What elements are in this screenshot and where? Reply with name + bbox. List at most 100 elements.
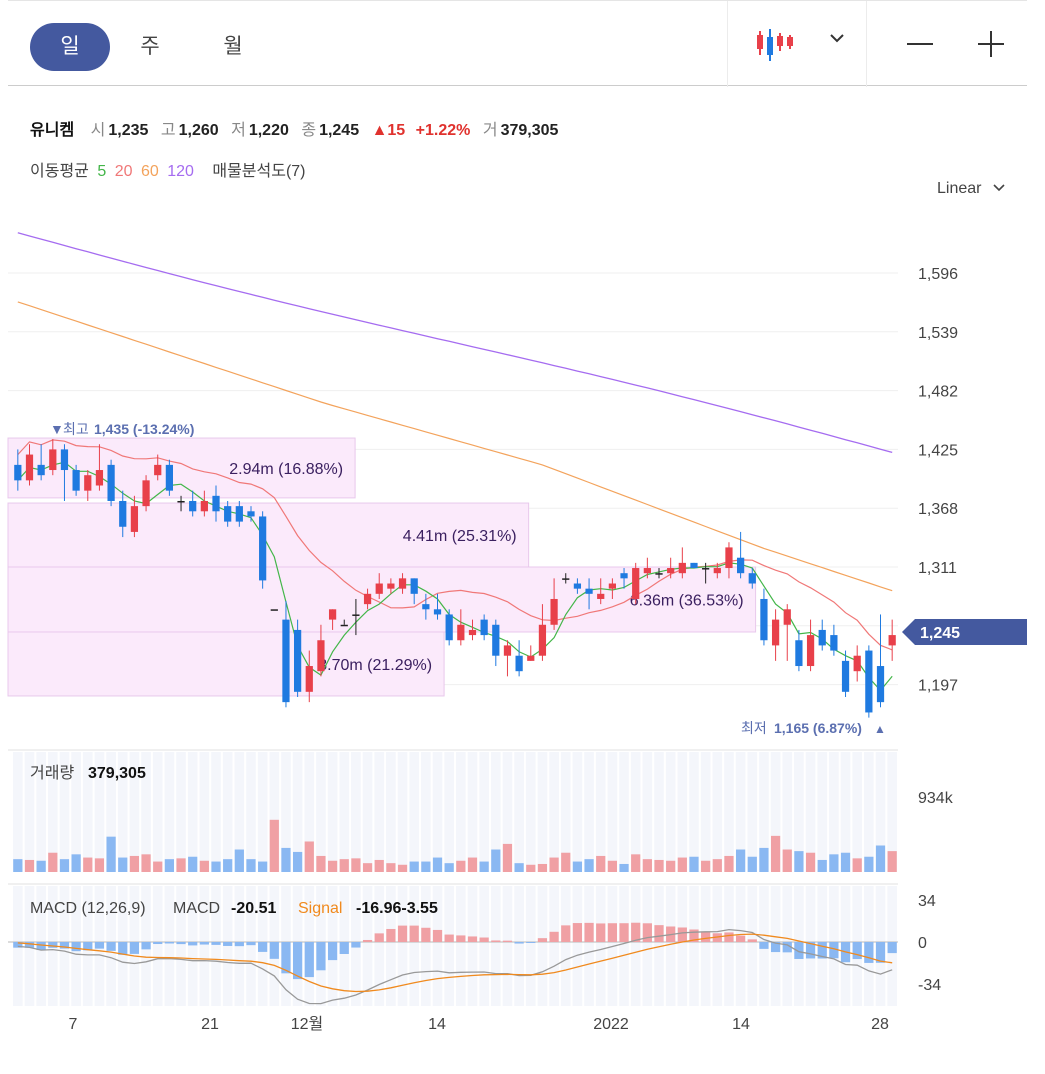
macd-column-bg <box>467 886 478 1006</box>
macd-column-bg <box>525 886 536 1006</box>
volume-column-bg <box>292 752 303 872</box>
volume-bar <box>829 854 839 872</box>
macd-column-bg <box>479 886 489 1006</box>
chart-toolbar: 일 주 월 <box>8 0 1027 87</box>
volume-bar <box>386 863 396 872</box>
macd-histogram-bar <box>316 942 326 971</box>
volume-bar <box>736 849 746 872</box>
macd-column-bg <box>386 886 396 1006</box>
macd-panel-label: MACD (12,26,9) <box>30 900 146 917</box>
open-label: 시 <box>90 122 106 139</box>
macd-histogram-bar <box>829 942 839 959</box>
candle-body <box>433 609 442 615</box>
chevron-down-icon[interactable] <box>828 29 846 47</box>
candle-body <box>573 583 582 589</box>
candle-body <box>737 557 745 574</box>
macd-histogram-bar <box>199 942 209 945</box>
macd-column-bg <box>456 886 466 1006</box>
macd-histogram-bar <box>211 942 221 945</box>
candlestick-icon[interactable] <box>756 27 796 63</box>
macd-histogram-bar <box>421 927 431 942</box>
volume-bar <box>281 847 291 872</box>
low-label: 저 <box>231 122 246 139</box>
volume-bar <box>269 819 279 872</box>
volume-column-bg <box>467 752 478 872</box>
volume-bar <box>397 864 408 872</box>
change-up-icon: ▲ <box>371 122 388 139</box>
volume-bar <box>153 861 163 872</box>
ma-label: 이동평균 <box>30 163 89 180</box>
macd-histogram-bar <box>817 942 827 959</box>
candle-body <box>830 635 838 651</box>
volume-bar <box>141 854 151 872</box>
volume-column-bg <box>549 752 559 872</box>
volume-bar <box>59 859 70 872</box>
volume-column-bg <box>281 752 291 872</box>
macd-histogram-bar <box>456 935 466 942</box>
macd-histogram-bar <box>736 935 746 942</box>
macd-histogram-bar <box>293 942 303 980</box>
moving-average-legend[interactable]: 이동평균 5 20 60 120 매물분석도(7) <box>30 157 310 181</box>
period-tab-month[interactable]: 월 <box>223 35 243 58</box>
candle-body <box>212 495 220 512</box>
candle-body <box>49 449 57 471</box>
candle-body <box>387 583 395 589</box>
chevron-down-icon <box>993 184 1005 192</box>
macd-histogram-bar <box>887 942 897 954</box>
candle-body <box>608 583 616 589</box>
volume-bar <box>106 836 116 872</box>
macd-column-bg <box>712 886 723 1006</box>
volume-bar <box>607 860 617 872</box>
volume-column-bg <box>654 752 664 872</box>
volume-panel-label: 거래량 <box>30 764 74 782</box>
current-price-value: 1,245 <box>920 625 960 642</box>
candle-body <box>282 619 290 703</box>
volume-column-bg <box>735 752 746 872</box>
macd-histogram-bar <box>642 923 652 942</box>
volume-axis-label: 934k <box>918 790 954 807</box>
macd-histogram-bar <box>176 942 186 945</box>
candle-body <box>25 454 34 481</box>
volume-bar <box>36 860 46 872</box>
macd-column-bg <box>677 886 688 1006</box>
volume-profile-label: 매물분석도(7) <box>212 163 306 180</box>
period-tab-day[interactable]: 일 <box>30 23 110 71</box>
volume-bar <box>409 861 419 872</box>
price-axis-label: 1,482 <box>918 384 958 401</box>
volume-bar <box>327 860 338 872</box>
volume-column-bg <box>840 752 851 872</box>
volume-bar <box>852 858 862 872</box>
volume-column-bg <box>665 752 676 872</box>
candle-body <box>562 578 570 580</box>
zoom-in-button[interactable] <box>976 29 1006 59</box>
volume-bar <box>118 857 128 872</box>
macd-histogram-bar <box>246 942 256 946</box>
volume-bar <box>689 856 699 872</box>
macd-column-bg <box>199 886 210 1006</box>
macd-histogram-bar <box>502 940 513 942</box>
scale-selector[interactable]: Linear <box>937 180 1006 198</box>
candle-body <box>538 624 547 656</box>
ma60-line <box>17 301 893 592</box>
volume-column-bg <box>421 752 431 872</box>
volume-column-bg <box>864 752 874 872</box>
macd-histogram-bar <box>677 927 687 942</box>
macd-column-bg <box>432 886 443 1006</box>
macd-histogram-bar <box>631 922 641 942</box>
period-tab-week[interactable]: 주 <box>140 35 160 58</box>
volume-column-bg <box>222 752 233 872</box>
candle-body <box>200 500 208 512</box>
candle-body <box>515 655 523 672</box>
zoom-out-button[interactable] <box>905 29 935 59</box>
macd-histogram-bar <box>351 942 361 948</box>
high-marker-arrow: ▼ <box>50 421 64 437</box>
volume-column-bg <box>246 752 256 872</box>
high-label: 고 <box>160 122 176 139</box>
macd-histogram-bar <box>805 942 816 959</box>
candle-body <box>72 470 80 491</box>
volume-column-bg <box>59 752 70 872</box>
volume-bar <box>94 858 105 872</box>
volume-column-bg <box>444 752 454 872</box>
price-axis-label: 1,425 <box>918 442 958 459</box>
